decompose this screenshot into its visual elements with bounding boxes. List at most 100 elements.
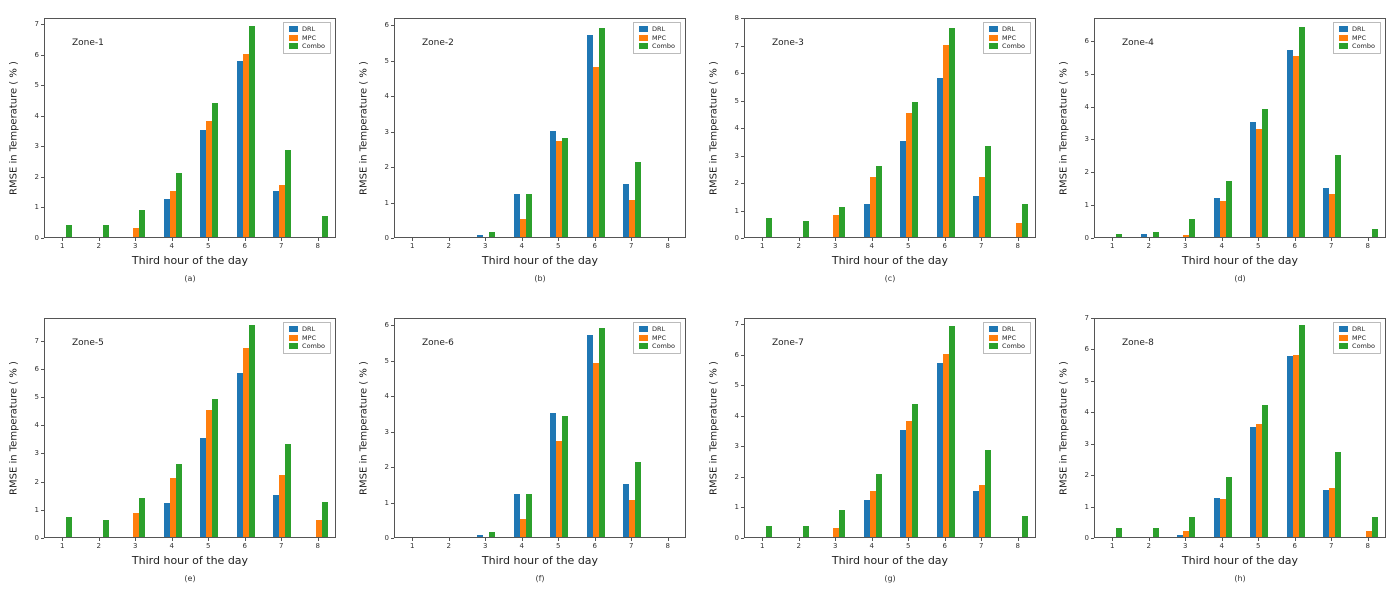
- x-tick-mark: [62, 238, 64, 241]
- legend-label: MPC: [652, 333, 667, 342]
- legend: DRL MPC Combo: [283, 322, 331, 354]
- bar-combo-x6: [948, 28, 955, 237]
- y-tick-mark: [41, 453, 44, 455]
- chart-panel-zone-6: RMSE in Temperature ( % ) 0 1 2 3 4 5 6 1 2 3 4 5 6 7 8…: [350, 300, 700, 600]
- y-tick-mark: [41, 368, 44, 370]
- chart-panel-zone-7: RMSE in Temperature ( % ) 0 1 2 3 4 5 6 7 1 2 3 4 5 6 7…: [700, 300, 1050, 600]
- legend-item-drl: DRL: [289, 26, 325, 33]
- plot-area: [44, 18, 336, 238]
- legend-swatch-drl-icon: [639, 326, 649, 333]
- x-tick-label: 3: [483, 242, 488, 250]
- bar-drl-x5: [900, 140, 907, 237]
- bar-combo-x4: [525, 194, 532, 237]
- x-axis-label: Third hour of the day: [1181, 554, 1299, 567]
- x-tick-label: 2: [96, 242, 101, 250]
- bar-drl-x4: [513, 494, 520, 537]
- bar-combo-x7: [1335, 154, 1342, 237]
- legend-label: MPC: [652, 33, 667, 42]
- bar-drl-x5: [550, 130, 557, 237]
- x-tick-label: 6: [242, 242, 247, 250]
- bar-drl-x4: [513, 194, 520, 237]
- legend-swatch-drl-icon: [1339, 26, 1349, 33]
- legend: DRL MPC Combo: [633, 322, 681, 354]
- chart-panel-zone-3: RMSE in Temperature ( % ) 0 1 2 3 4 5 6 7 8 1 2 3 4 5 6…: [700, 0, 1050, 300]
- bar-combo-x6: [248, 325, 255, 537]
- y-tick-label: 2: [734, 472, 739, 481]
- legend-label: DRL: [1352, 25, 1366, 33]
- y-tick-mark: [391, 96, 394, 98]
- bar-mpc-x7: [629, 199, 636, 237]
- bar-combo-x1: [66, 517, 73, 537]
- legend-item-drl: DRL: [639, 326, 675, 333]
- x-tick-label: 3: [133, 542, 138, 550]
- x-tick-mark: [1294, 538, 1296, 541]
- x-tick-label: 4: [1219, 542, 1224, 550]
- bar-drl-x5: [900, 430, 907, 537]
- legend-swatch-drl-icon: [1339, 326, 1349, 333]
- x-tick-mark: [135, 238, 137, 241]
- x-tick-label: 5: [556, 242, 561, 250]
- bar-mpc-x4: [869, 491, 876, 537]
- x-tick-mark: [1017, 538, 1019, 541]
- x-tick-label: 3: [833, 242, 838, 250]
- subplot-letter: (g): [884, 574, 896, 583]
- legend: DRL MPC Combo: [283, 22, 331, 54]
- y-tick-mark: [741, 354, 744, 356]
- subplot-letter: (f): [535, 574, 545, 583]
- plot-area: [44, 318, 336, 538]
- y-tick-mark: [741, 538, 744, 539]
- y-tick-label: 6: [384, 321, 389, 330]
- bar-combo-x6: [1298, 324, 1305, 537]
- x-tick-label: 1: [410, 542, 415, 550]
- x-tick-label: 8: [665, 542, 670, 550]
- bar-mpc-x3: [133, 227, 140, 237]
- y-tick-label: 2: [34, 477, 39, 486]
- bar-mpc-x7: [979, 176, 986, 237]
- legend-item-mpc: MPC: [289, 334, 325, 342]
- bar-mpc-x3: [1183, 530, 1190, 537]
- x-axis-label: Third hour of the day: [131, 254, 249, 267]
- legend-item-combo: Combo: [639, 43, 675, 50]
- y-tick-label: 2: [734, 179, 739, 187]
- x-tick-mark: [944, 538, 946, 541]
- bar-combo-x8: [1371, 228, 1378, 237]
- bar-mpc-x5: [556, 141, 563, 237]
- legend: DRL MPC Combo: [983, 22, 1031, 54]
- x-tick-mark: [244, 238, 246, 241]
- legend-swatch-combo-icon: [289, 43, 299, 50]
- bar-combo-x5: [1262, 405, 1269, 537]
- legend-swatch-combo-icon: [989, 43, 999, 50]
- y-axis-label: RMSE in Temperature ( % ): [358, 61, 370, 195]
- bar-drl-x3: [1177, 535, 1184, 537]
- zone-label: Zone-8: [1122, 338, 1154, 348]
- legend-swatch-mpc-icon: [639, 34, 649, 41]
- x-axis-label: Third hour of the day: [831, 554, 949, 567]
- bar-drl-x7: [623, 183, 630, 237]
- y-tick-mark: [741, 324, 744, 326]
- x-tick-mark: [98, 538, 100, 541]
- y-tick-label: 1: [734, 503, 739, 512]
- x-axis-label: Third hour of the day: [481, 254, 599, 267]
- y-tick-label: 4: [734, 411, 739, 420]
- legend-label: DRL: [1002, 25, 1016, 33]
- legend-swatch-combo-icon: [289, 343, 299, 350]
- bar-combo-x3: [1189, 516, 1196, 537]
- y-axis-label: RMSE in Temperature ( % ): [8, 361, 20, 495]
- bar-drl-x5: [1250, 427, 1257, 537]
- bar-combo-x2: [102, 520, 109, 537]
- y-tick-label: 6: [1084, 36, 1089, 45]
- legend-label: Combo: [652, 342, 675, 350]
- bar-drl-x6: [1286, 356, 1293, 537]
- bar-mpc-x8: [315, 520, 322, 537]
- bar-combo-x8: [1371, 516, 1378, 537]
- x-tick-label: 7: [279, 542, 284, 550]
- y-tick-label: 2: [1084, 168, 1089, 177]
- bar-combo-x8: [1021, 515, 1028, 537]
- bar-mpc-x3: [133, 513, 140, 537]
- y-tick-label: 4: [384, 392, 389, 401]
- bar-combo-x7: [985, 146, 992, 237]
- plot-area: [744, 18, 1036, 238]
- x-tick-mark: [1258, 238, 1260, 241]
- bar-mpc-x8: [1015, 223, 1022, 237]
- bar-drl-x4: [163, 503, 170, 537]
